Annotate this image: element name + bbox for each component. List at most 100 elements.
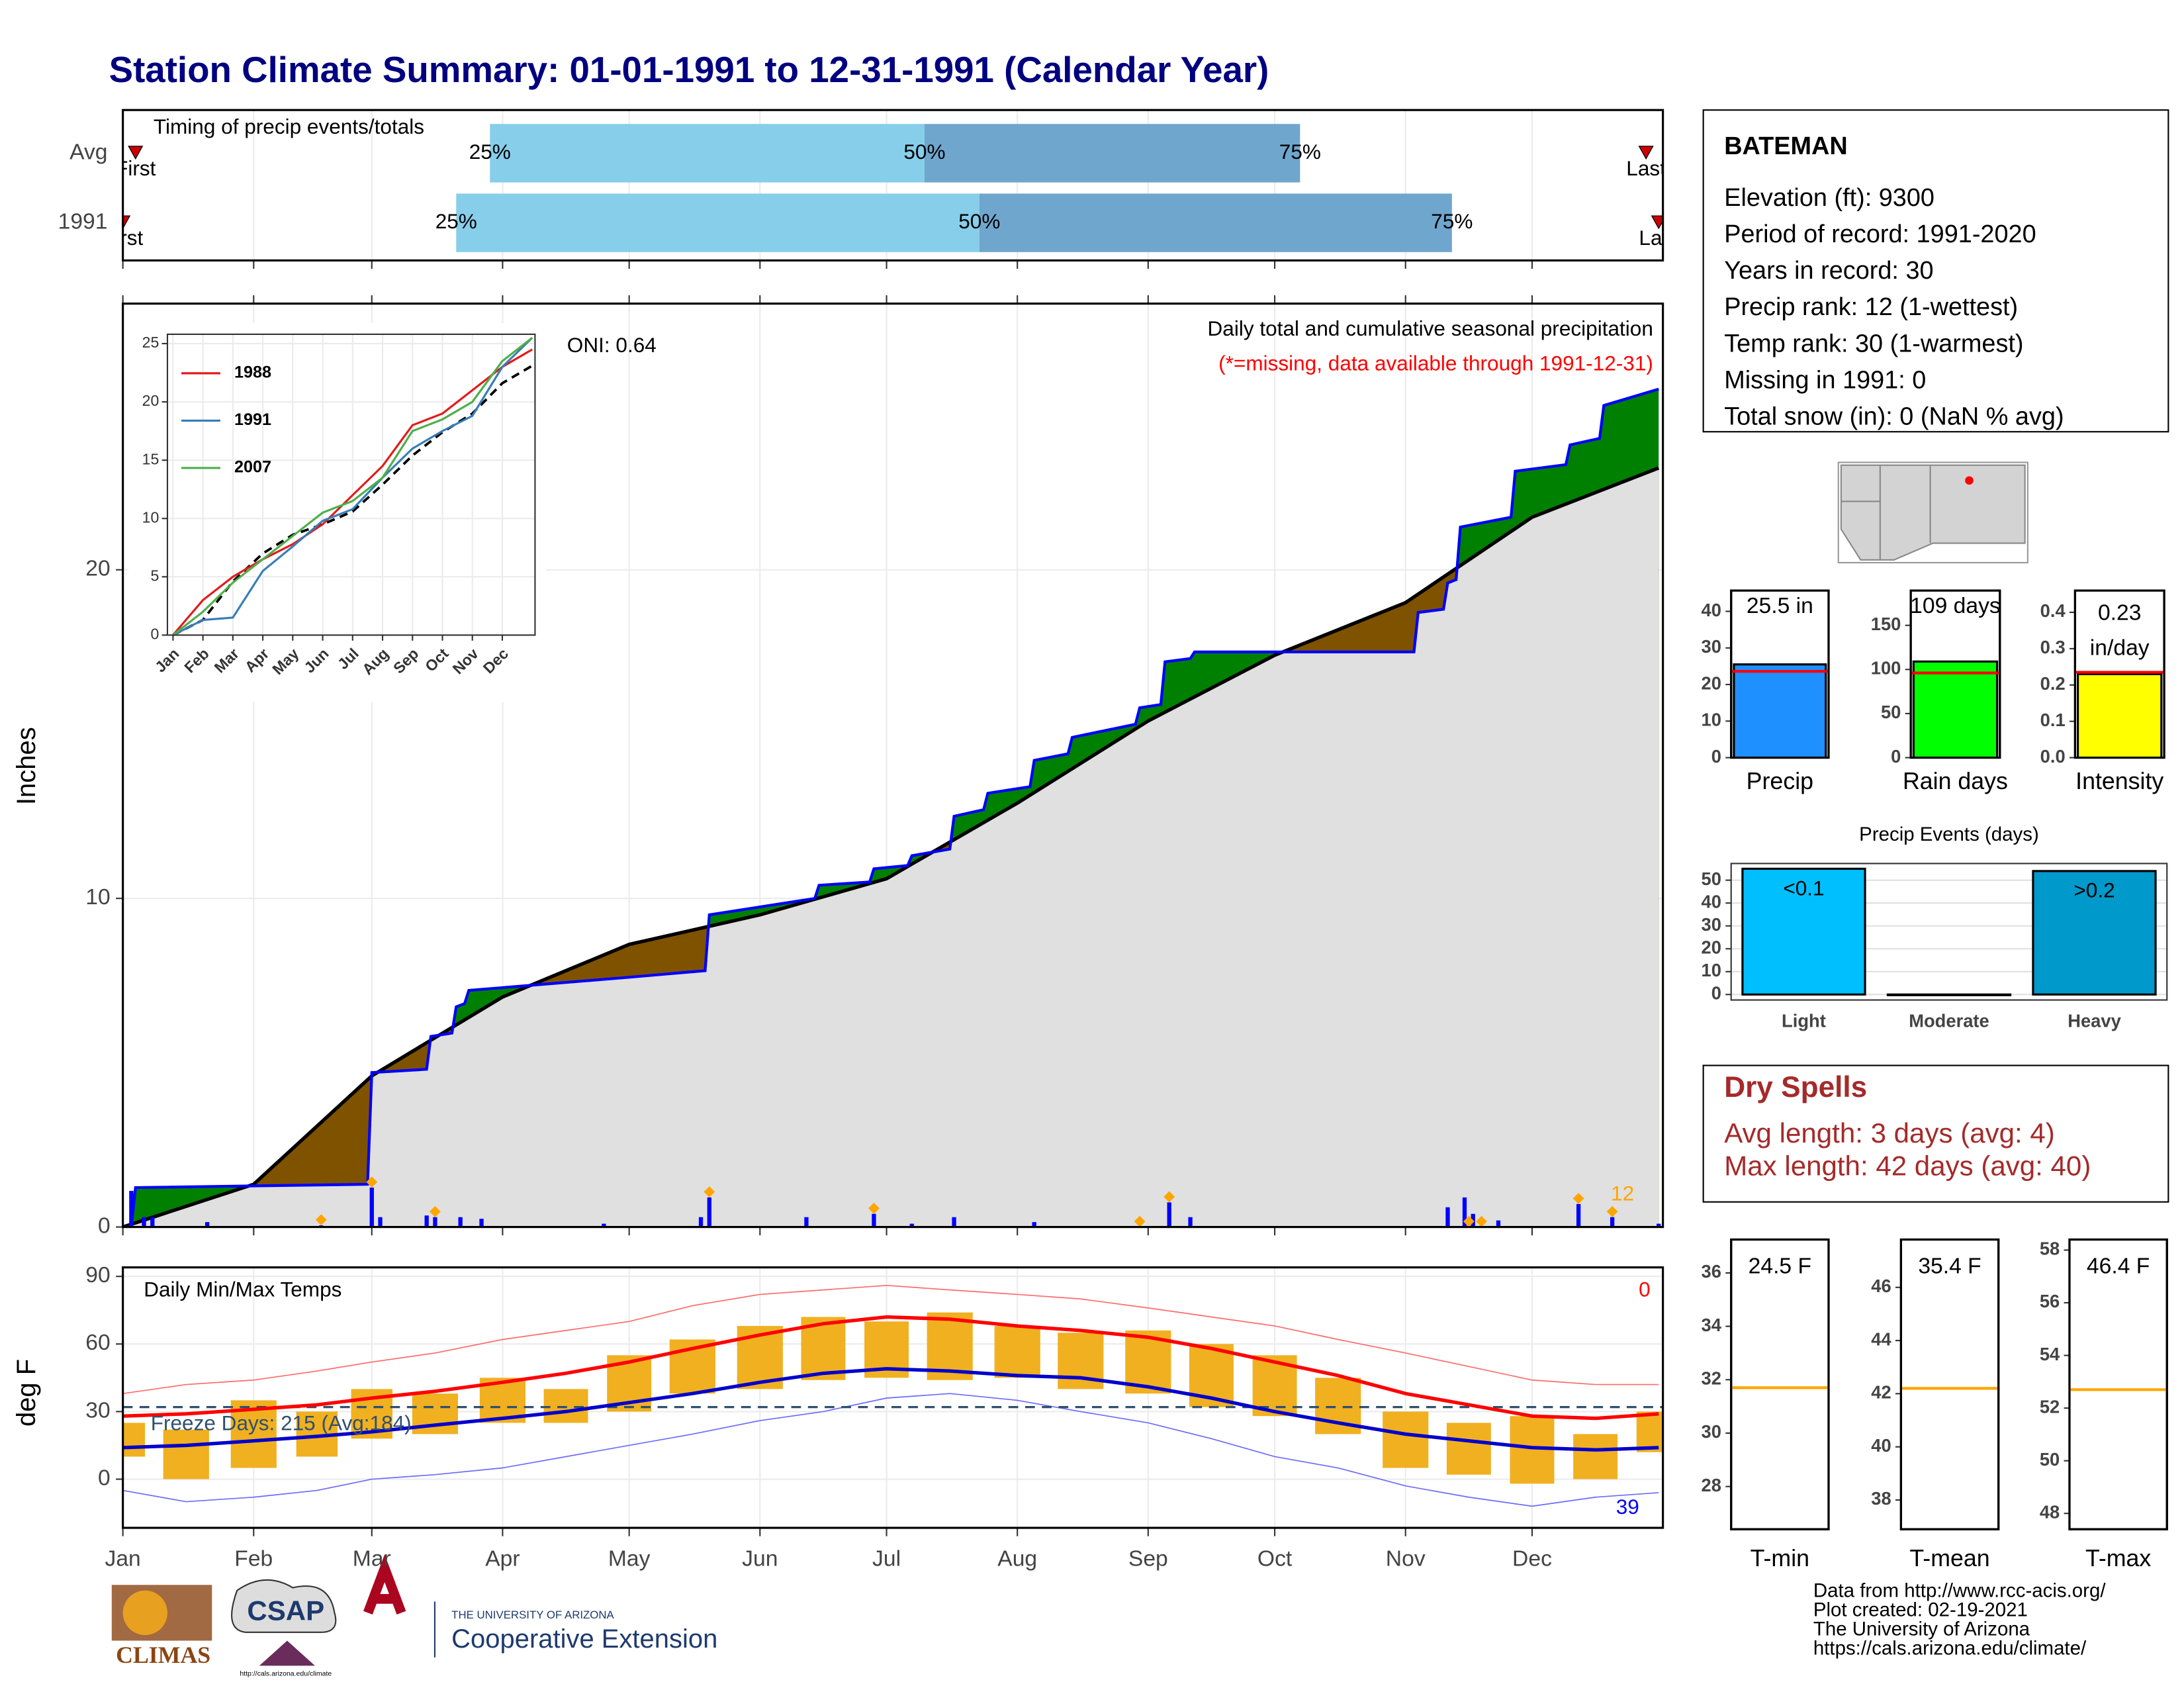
- average-line: [172, 364, 533, 637]
- daily-bar: [424, 1215, 429, 1227]
- daily-bar: [1657, 1223, 1661, 1227]
- y-tick-label: 0: [98, 1213, 111, 1238]
- x-tick-label: Feb: [234, 1546, 273, 1571]
- station-box: [1702, 109, 2169, 433]
- event-bar: [1741, 867, 1866, 996]
- daily-bar: [205, 1222, 210, 1227]
- climas-label: CLIMAS: [116, 1642, 210, 1668]
- flag-marker: [315, 1214, 327, 1226]
- y-tick-label: 0.3: [2040, 637, 2066, 657]
- daily-bar: [1576, 1203, 1581, 1227]
- daily-bar: [1610, 1217, 1615, 1227]
- y-tick-label: 30: [1702, 914, 1721, 935]
- flag-marker: [366, 1176, 378, 1188]
- temp-range-bar: [163, 1429, 209, 1479]
- flag-marker: [1134, 1215, 1146, 1227]
- y-tick-label: 34: [1702, 1315, 1722, 1335]
- y-tick-label: 90: [85, 1263, 110, 1288]
- timing-marker: [128, 146, 144, 160]
- y-tick-label: 30: [85, 1398, 110, 1423]
- daily-bar: [142, 1217, 146, 1227]
- y-tick-label: 44: [1871, 1329, 1891, 1349]
- plot-frame: [166, 333, 536, 636]
- quartile-bar: [924, 124, 1300, 183]
- category-label: Moderate: [1909, 1011, 1989, 1031]
- credit-line: Plot created: 02-19-2021: [1813, 1599, 2028, 1621]
- y-tick-label: 100: [1871, 658, 1901, 679]
- base-fill: [122, 467, 1659, 1227]
- x-tick-label: Nov: [1386, 1546, 1426, 1571]
- y-tick-label: 10: [85, 885, 110, 910]
- avg-min-line: [122, 1367, 1659, 1452]
- y-tick-label: 20: [85, 557, 110, 581]
- panel-marks: [2075, 671, 2165, 758]
- category-label: T-max: [2085, 1545, 2151, 1571]
- y-tick-label: 28: [1702, 1475, 1721, 1495]
- panel-marks: [1901, 1387, 1999, 1530]
- timing-label: Last: [1626, 156, 1666, 180]
- chart-title: Daily total and cumulative seasonal prec…: [1208, 316, 1653, 340]
- daily-bar: [1167, 1202, 1171, 1227]
- value-label: 25.5 in: [1747, 594, 1813, 618]
- locator-map: [1837, 461, 2028, 564]
- timing-label: 50%: [958, 209, 1000, 233]
- csap-url: http://cals.arizona.edu/climate: [240, 1670, 332, 1678]
- station-info: Years in record: 30: [1724, 257, 1933, 285]
- y-tick-label: 15: [142, 450, 159, 467]
- y-tick-label: 0.1: [2040, 710, 2066, 730]
- daily-bar: [872, 1213, 876, 1227]
- extreme-max-line: [122, 1284, 1659, 1395]
- y-tick-label: 0: [150, 626, 159, 643]
- flag-marker: [429, 1205, 441, 1217]
- event-bar: [1886, 993, 2012, 996]
- station-dot: [1965, 476, 1974, 485]
- x-tick-label: Jul: [872, 1546, 901, 1571]
- chart-subtitle: (*=missing, data available through 1991-…: [1218, 352, 1653, 375]
- oni-annotation: ONI: 0.64: [567, 333, 657, 357]
- chart-title: Precip Events (days): [1859, 823, 2039, 845]
- credit-line: https://cals.arizona.edu/climate/: [1813, 1638, 2087, 1660]
- temp-range-bar: [1446, 1423, 1491, 1475]
- dry-spells-info: Avg length: 3 days (avg: 4): [1724, 1117, 2055, 1149]
- daily-bar: [1445, 1207, 1450, 1227]
- y-tick-label: 50: [1702, 868, 1721, 889]
- category-label: Rain days: [1903, 768, 2008, 794]
- x-tick-label: Mar: [353, 1546, 391, 1571]
- daily-bar: [1496, 1220, 1501, 1227]
- daily-bar: [1188, 1217, 1193, 1227]
- timing-label: 75%: [1431, 209, 1473, 233]
- timing-marker: [122, 215, 131, 230]
- bar-label: >0.2: [2073, 878, 2115, 902]
- panel-marks: [2069, 1388, 2167, 1530]
- dry-spells-box: [1702, 1064, 2169, 1203]
- row-label: 1991: [58, 210, 108, 234]
- daily-bar: [909, 1223, 914, 1227]
- climas-sun: [122, 1590, 167, 1636]
- temp-range-bar: [1636, 1411, 1663, 1452]
- logos: [111, 1554, 435, 1666]
- ua-logo: [363, 1554, 406, 1615]
- y-tick-label: 25: [142, 334, 159, 351]
- category-label: Heavy: [2068, 1011, 2121, 1031]
- daily-bar: [129, 1190, 134, 1227]
- flag-marker: [1463, 1215, 1475, 1227]
- panel-box: [2068, 1238, 2168, 1530]
- legend-label: 1991: [234, 410, 271, 429]
- station-name: BATEMAN: [1724, 132, 1847, 160]
- y-tick-label: 58: [2040, 1239, 2060, 1259]
- y-tick-label: 0: [1711, 983, 1721, 1004]
- x-tick-label: Dec: [1512, 1546, 1552, 1571]
- timing-label: 50%: [903, 140, 945, 164]
- value-label: 24.5 F: [1749, 1254, 1811, 1278]
- timing-label: 75%: [1279, 140, 1321, 164]
- university-label: THE UNIVERSITY OF ARIZONA: [451, 1609, 614, 1621]
- y-tick-label: 150: [1871, 614, 1901, 634]
- cold-count: 39: [1616, 1495, 1639, 1519]
- panel-box: [1899, 1238, 2000, 1530]
- quartile-bar: [456, 193, 979, 252]
- station-info: Missing in 1991: 0: [1724, 366, 1926, 394]
- row-label: Avg: [69, 140, 107, 164]
- x-tick-label: Jun: [742, 1546, 778, 1571]
- freeze-annotation: Freeze Days: 215 (Avg:184): [151, 1411, 412, 1435]
- daily-bar: [952, 1217, 956, 1227]
